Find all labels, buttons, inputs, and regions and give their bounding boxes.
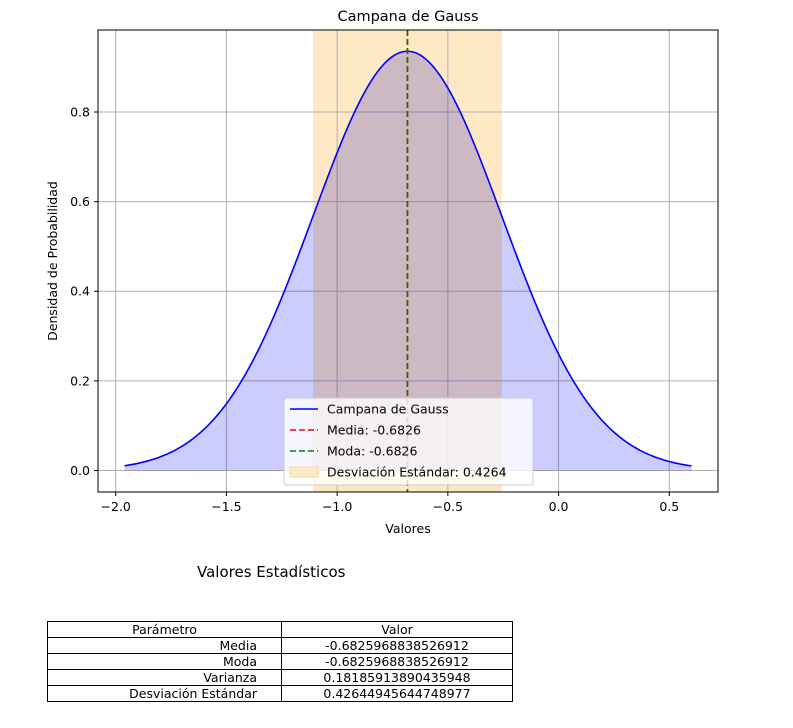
legend-label: Media: -0.6826 [327, 423, 421, 438]
x-tick-label: −2.0 [101, 499, 131, 514]
legend-swatch [289, 466, 319, 478]
stats-table: Parámetro Valor Media -0.682596883852691… [47, 621, 513, 702]
legend-label: Moda: -0.6826 [327, 444, 418, 459]
y-tick-label: 0.8 [70, 105, 90, 120]
y-tick-label: 0.2 [70, 373, 90, 388]
row-value: 0.42644945644748977 [281, 685, 513, 702]
y-axis-label: Densidad de Probabilidad [45, 181, 60, 341]
y-tick-label: 0.0 [70, 463, 90, 478]
row-param: Varianza [47, 669, 282, 686]
legend-label: Campana de Gauss [327, 402, 449, 417]
table-row: Desviación Estándar 0.42644945644748977 [47, 685, 513, 702]
row-param: Desviación Estándar [47, 685, 282, 702]
table-row: Varianza 0.18185913890435948 [47, 669, 513, 686]
y-tick-label: 0.6 [70, 194, 90, 209]
row-value: -0.6825968838526912 [281, 637, 513, 654]
row-value: -0.6825968838526912 [281, 653, 513, 670]
row-param: Moda [47, 653, 282, 670]
legend-label: Desviación Estándar: 0.4264 [327, 465, 507, 480]
table-row: Media -0.6825968838526912 [47, 637, 513, 654]
legend: Campana de Gauss Media: -0.6826 Moda: -0.6… [283, 397, 534, 486]
x-tick-label: −1.0 [322, 499, 352, 514]
x-tick-label: −1.5 [211, 499, 241, 514]
row-param: Media [47, 637, 282, 654]
plot-frame [97, 29, 719, 493]
header-valor: Valor [281, 621, 513, 638]
gauss-chart: −2.0 −1.5 −1.0 −0.5 0.0 0.5 0.0 0.2 0.4 0.6 0.8 Ca… [45, 9, 719, 536]
stats-title: Valores Estadísticos [197, 563, 346, 581]
x-tick-label: −0.5 [433, 499, 463, 514]
x-tick-label: 0.0 [549, 499, 569, 514]
table-row: Moda -0.6825968838526912 [47, 653, 513, 670]
x-axis-label: Valores [385, 521, 430, 536]
y-tick-label: 0.4 [70, 284, 90, 299]
x-tick-label: 0.5 [659, 499, 679, 514]
row-value: 0.18185913890435948 [281, 669, 513, 686]
header-parametro: Parámetro [47, 621, 282, 638]
table-header-row: Parámetro Valor [47, 621, 513, 638]
legend-box [283, 397, 534, 486]
chart-title: Campana de Gauss [337, 9, 478, 25]
